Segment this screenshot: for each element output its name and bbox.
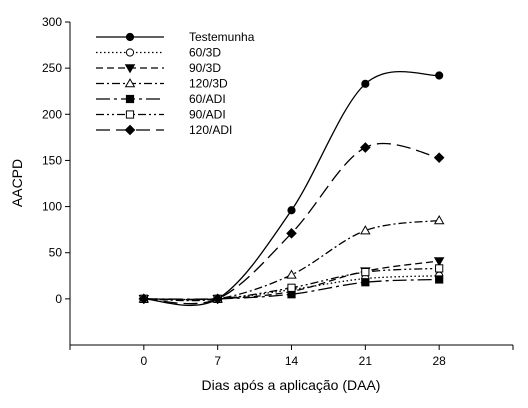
legend-label: 120/3D	[189, 77, 228, 91]
data-point	[287, 283, 296, 292]
data-point	[286, 269, 297, 279]
data-point	[361, 267, 370, 277]
series-line	[143, 70, 440, 307]
legend-marker	[124, 64, 136, 74]
series-6	[138, 142, 445, 305]
legend-marker	[124, 78, 136, 88]
legend-label: 90/3D	[189, 61, 221, 75]
y-axis-title: AACPD	[9, 159, 25, 207]
legend-marker	[125, 110, 135, 119]
data-point	[360, 142, 371, 153]
y-tick-label: 100	[42, 200, 62, 214]
legend-label: 60/3D	[189, 46, 221, 60]
legend-label: Testemunha	[189, 30, 255, 44]
y-tick-label: 50	[49, 246, 63, 260]
legend-entry: Testemunha	[96, 30, 255, 44]
series-line	[143, 142, 440, 305]
data-point	[435, 275, 444, 284]
data-point	[433, 257, 445, 267]
axes: 0 50 100 150 200 250 300 0 7 14 21 28	[42, 15, 514, 368]
y-tick-label: 300	[42, 15, 62, 29]
x-axis-title: Dias após a aplicação (DAA)	[202, 377, 381, 393]
legend-entry: 90/3D	[96, 61, 221, 75]
data-point	[361, 278, 370, 287]
data-point	[433, 215, 445, 225]
legend-marker	[124, 124, 136, 136]
data-point	[138, 293, 150, 305]
legend-entry: 90/ADI	[96, 108, 226, 122]
data-point	[212, 293, 223, 305]
data-point	[361, 79, 370, 88]
data-point	[287, 206, 296, 215]
legend-marker	[125, 32, 135, 42]
series-layer	[138, 70, 445, 307]
legend-entry: 60/3D	[96, 46, 221, 60]
legend-entry: 120/ADI	[96, 123, 232, 137]
legend-label: 60/ADI	[189, 92, 226, 106]
legend-label: 90/ADI	[189, 108, 226, 122]
data-point	[286, 228, 297, 239]
x-tick-label: 14	[285, 354, 299, 368]
x-tick-label: 28	[432, 354, 446, 368]
x-tick-label: 0	[140, 354, 147, 368]
legend-entry: 60/ADI	[96, 92, 226, 106]
y-tick-label: 200	[42, 107, 62, 121]
legend-marker	[125, 94, 135, 104]
data-point	[435, 71, 444, 80]
data-point	[435, 264, 444, 273]
legend-entry: 120/3D	[96, 77, 228, 91]
x-tick-label: 21	[359, 354, 373, 368]
y-tick-label: 250	[42, 61, 62, 75]
data-point	[360, 225, 371, 235]
x-tick-label: 7	[214, 354, 221, 368]
legend-label: 120/ADI	[189, 123, 232, 137]
y-tick-label: 0	[55, 292, 62, 306]
data-point	[433, 152, 445, 163]
y-tick-label: 150	[42, 153, 62, 167]
legend-marker	[125, 48, 135, 57]
